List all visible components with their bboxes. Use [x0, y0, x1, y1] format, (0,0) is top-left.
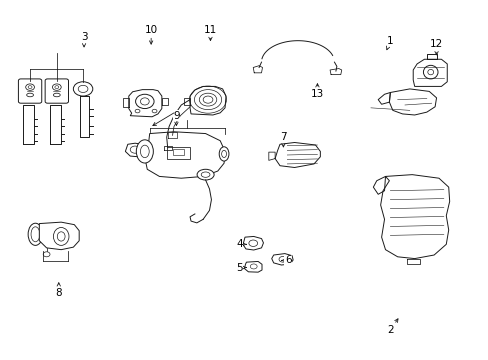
- Ellipse shape: [136, 140, 153, 163]
- Circle shape: [78, 85, 88, 93]
- FancyBboxPatch shape: [19, 79, 41, 103]
- Circle shape: [279, 256, 286, 262]
- Circle shape: [248, 240, 257, 247]
- Ellipse shape: [423, 65, 437, 79]
- Polygon shape: [412, 59, 447, 86]
- Text: 10: 10: [144, 25, 158, 44]
- Circle shape: [73, 82, 93, 96]
- Ellipse shape: [219, 147, 228, 161]
- Text: 13: 13: [310, 84, 324, 99]
- Text: 7: 7: [280, 132, 286, 147]
- Circle shape: [43, 252, 50, 257]
- Circle shape: [52, 84, 61, 90]
- Circle shape: [135, 109, 140, 113]
- Bar: [172, 149, 184, 155]
- Text: 11: 11: [203, 25, 217, 41]
- Text: 1: 1: [386, 36, 393, 50]
- Polygon shape: [39, 222, 79, 249]
- Ellipse shape: [53, 93, 60, 97]
- Polygon shape: [125, 143, 146, 157]
- Ellipse shape: [57, 232, 65, 241]
- Polygon shape: [243, 237, 263, 250]
- Circle shape: [26, 84, 34, 90]
- Polygon shape: [144, 132, 224, 178]
- Text: 4: 4: [236, 239, 246, 249]
- Ellipse shape: [27, 93, 33, 97]
- Circle shape: [152, 109, 157, 113]
- Ellipse shape: [201, 172, 209, 177]
- Ellipse shape: [140, 145, 149, 158]
- Ellipse shape: [221, 150, 226, 157]
- Circle shape: [28, 86, 32, 89]
- Circle shape: [130, 146, 140, 153]
- Circle shape: [55, 86, 59, 89]
- FancyBboxPatch shape: [45, 79, 68, 103]
- Ellipse shape: [140, 98, 149, 105]
- Text: 9: 9: [173, 111, 180, 126]
- Text: 3: 3: [81, 32, 87, 47]
- Text: 5: 5: [236, 262, 246, 273]
- Polygon shape: [388, 89, 436, 115]
- Polygon shape: [271, 253, 292, 265]
- Ellipse shape: [197, 169, 214, 180]
- Polygon shape: [244, 261, 262, 272]
- Ellipse shape: [28, 223, 42, 246]
- Circle shape: [250, 264, 257, 269]
- Text: 8: 8: [55, 283, 62, 297]
- Ellipse shape: [135, 94, 154, 109]
- Text: 12: 12: [429, 39, 442, 55]
- Ellipse shape: [53, 228, 69, 246]
- Text: 6: 6: [281, 255, 291, 265]
- Polygon shape: [275, 143, 320, 167]
- Ellipse shape: [427, 69, 433, 75]
- Text: 2: 2: [386, 319, 397, 335]
- Polygon shape: [380, 175, 449, 258]
- Polygon shape: [190, 86, 225, 115]
- Polygon shape: [128, 90, 162, 117]
- Bar: [166, 147, 190, 158]
- Ellipse shape: [31, 227, 40, 242]
